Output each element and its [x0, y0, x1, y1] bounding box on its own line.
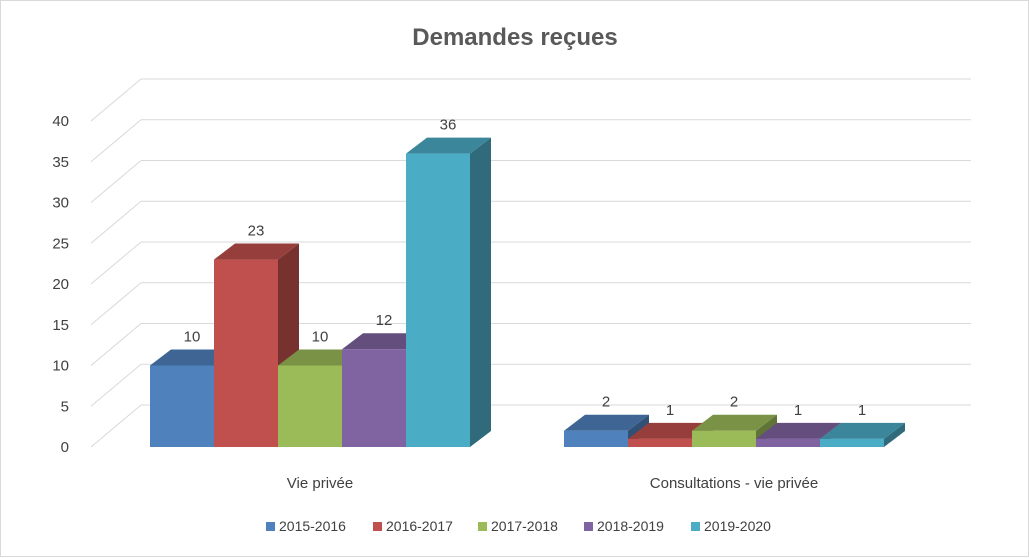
y-axis-ticks: 0 5 10 15 20 25 30 35 40 — [52, 113, 69, 456]
bar-top-1-3 — [756, 422, 841, 439]
gridline-side-5 — [90, 200, 142, 244]
bar-top-0-0 — [150, 349, 235, 366]
y-tick-label-4: 20 — [52, 276, 69, 293]
bars — [150, 137, 905, 447]
legend-label-4: 2019-2020 — [704, 518, 771, 534]
legend-label-0: 2015-2016 — [279, 518, 346, 534]
bar-top-1-2 — [692, 414, 777, 431]
bar-front-0-4 — [406, 153, 470, 447]
y-tick-label-2: 10 — [52, 358, 69, 375]
gridline-side-2 — [90, 323, 142, 366]
data-label-1-3: 1 — [794, 402, 802, 419]
bar-front-1-0 — [564, 430, 628, 447]
legend-label-1: 2016-2017 — [386, 518, 453, 534]
data-label-1-2: 2 — [730, 394, 738, 411]
chart-title: Demandes reçues — [412, 24, 617, 51]
bar-front-0-2 — [278, 365, 342, 447]
gridline-side-4 — [90, 241, 142, 285]
y-tick-label-1: 5 — [61, 398, 69, 415]
legend: 2015-2016 2016-2017 2017-2018 2018-2019 2019… — [266, 518, 771, 534]
legend-label-3: 2018-2019 — [597, 518, 664, 534]
bar-front-0-0 — [150, 365, 214, 447]
bar-front-0-1 — [214, 259, 278, 447]
data-label-1-1: 1 — [666, 402, 674, 419]
bar-top-0-1 — [214, 243, 299, 260]
data-label-0-4: 36 — [440, 117, 457, 134]
y-tick-label-8: 40 — [52, 113, 69, 130]
category-label-0: Vie privée — [287, 475, 353, 492]
gridline-side-0 — [90, 404, 142, 448]
gridline-side-7 — [90, 119, 142, 163]
bar-top-0-3 — [342, 333, 427, 350]
data-label-0-3: 12 — [376, 312, 393, 329]
legend-swatch-1 — [373, 522, 382, 531]
y-tick-label-6: 30 — [52, 195, 69, 212]
bar-1-4 — [820, 422, 905, 447]
y-tick-label-3: 15 — [52, 317, 69, 334]
category-label-1: Consultations - vie privée — [650, 475, 818, 492]
data-label-0-0: 10 — [184, 329, 201, 346]
data-label-1-0: 2 — [602, 394, 610, 411]
y-tick-label-5: 25 — [52, 235, 69, 252]
bar-front-1-2 — [692, 430, 756, 447]
gridline-side-8 — [90, 78, 142, 122]
bar-0-1 — [214, 243, 299, 447]
bar-front-1-1 — [628, 438, 692, 447]
gridline-side-1 — [90, 363, 142, 407]
gridline-side-6 — [90, 160, 142, 203]
bar-top-1-0 — [564, 414, 649, 431]
legend-label-2: 2017-2018 — [491, 518, 558, 534]
bar-front-1-3 — [756, 438, 820, 447]
legend-swatch-2 — [478, 522, 487, 531]
bar-top-0-4 — [406, 137, 491, 154]
legend-swatch-3 — [584, 522, 593, 531]
gridline-side-3 — [90, 282, 142, 326]
data-label-0-2: 10 — [312, 329, 329, 346]
bar-front-1-4 — [820, 438, 884, 447]
bar-side-0-4 — [470, 137, 491, 447]
y-tick-label-7: 35 — [52, 154, 69, 171]
legend-swatch-0 — [266, 522, 275, 531]
bar-top-1-4 — [820, 422, 905, 439]
y-tick-label-0: 0 — [61, 439, 69, 456]
category-labels: Vie privée Consultations - vie privée — [287, 475, 818, 492]
bar-front-0-3 — [342, 349, 406, 447]
legend-swatch-4 — [691, 522, 700, 531]
data-label-0-1: 23 — [248, 223, 265, 240]
bar-side-1-4 — [884, 422, 905, 447]
bar-0-4 — [406, 137, 491, 447]
bar-top-0-2 — [278, 349, 363, 366]
data-label-1-4: 1 — [858, 402, 866, 419]
bar-top-1-1 — [628, 422, 713, 439]
